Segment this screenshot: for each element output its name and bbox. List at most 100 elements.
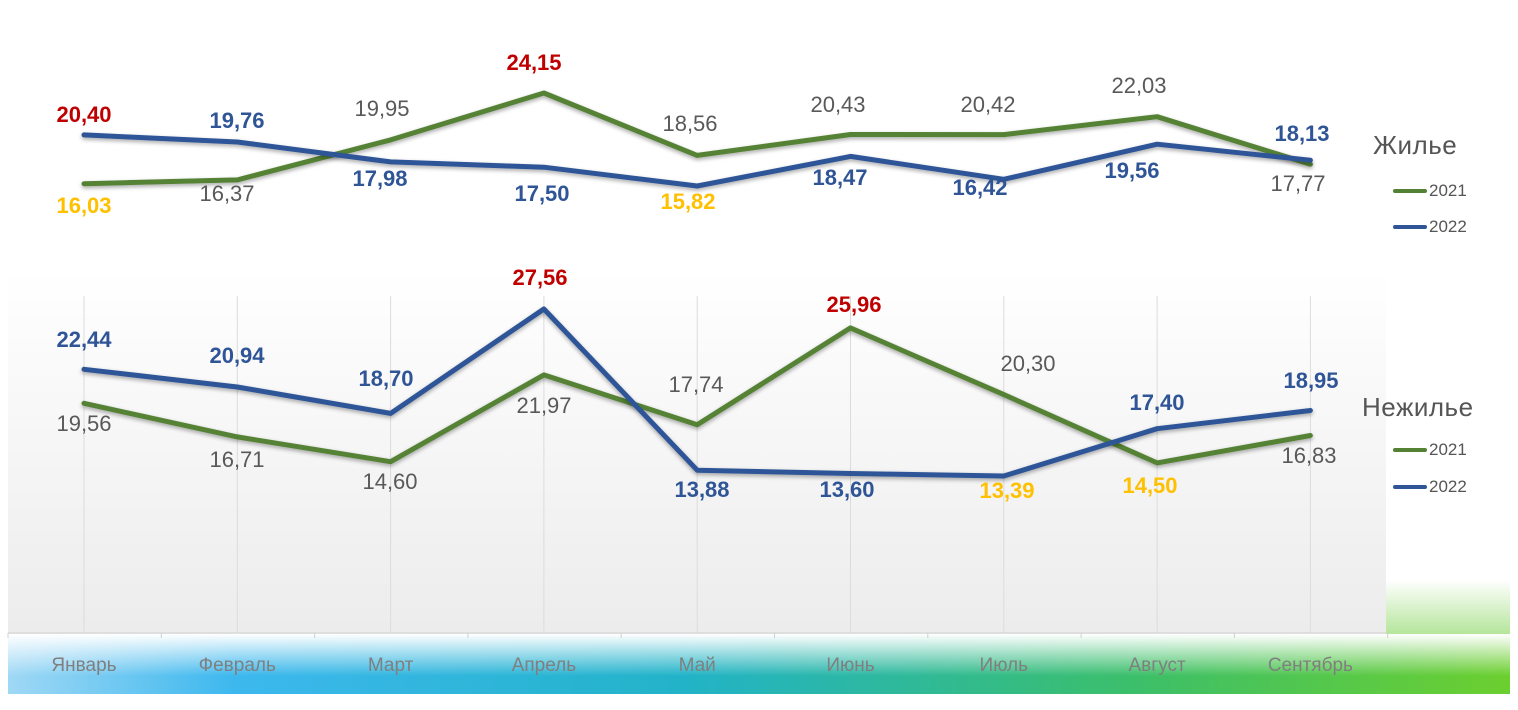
data-point-2021: [388, 459, 393, 464]
data-label-2022: 13,39: [979, 478, 1034, 503]
legend-swatch-2022: [1393, 485, 1427, 489]
data-label-2022: 17,50: [514, 181, 569, 206]
data-point-2021: [82, 401, 86, 406]
x-tick-label: Май: [679, 655, 716, 676]
data-point-2022: [541, 165, 546, 170]
data-point-2021: [1308, 162, 1313, 167]
legend-label-2021: 2021: [1429, 181, 1467, 200]
data-point-2021: [695, 422, 700, 427]
x-tick-label: Июнь: [826, 655, 874, 676]
data-point-2021: [1308, 433, 1313, 438]
data-point-2022: [1155, 426, 1160, 431]
chart-residential: 16,03 16,37 19,95 24,15 18,56 20,43 20,42 22,03…: [56, 50, 1329, 218]
data-label-2021: 14,50: [1122, 473, 1177, 498]
data-point-2021: [235, 177, 240, 182]
data-point-2021: [541, 372, 546, 377]
legend-swatch-2021: [1393, 448, 1427, 452]
x-axis-labels: Январь Февраль Март Апрель Май Июнь Июль Август…: [51, 655, 1353, 676]
chart-non-residential: 19,56 16,71 14,60 21,97 17,74 25,96 20,30 14,50…: [56, 265, 1338, 503]
data-point-2022: [82, 132, 86, 137]
data-label-2022: 17,98: [352, 166, 407, 191]
data-label-2021: 20,43: [810, 92, 865, 117]
legend-item-residential-2022: 2022: [1393, 217, 1467, 237]
data-label-2021: 22,03: [1111, 73, 1166, 98]
data-label-2022: 18,47: [812, 165, 867, 190]
data-label-2022: 18,70: [358, 366, 413, 391]
data-point-2021: [235, 434, 240, 439]
data-label-2022: 19,56: [1104, 158, 1159, 183]
legend-item-non-residential-2021: 2021: [1393, 440, 1467, 460]
data-label-2021: 18,56: [662, 111, 717, 136]
x-tick-label: Июль: [980, 655, 1029, 676]
data-point-2022: [1308, 408, 1313, 413]
data-label-2021: 16,71: [209, 447, 264, 472]
data-label-2022: 16,42: [952, 175, 1007, 200]
data-point-2021: [82, 181, 86, 186]
data-point-2021: [1001, 392, 1006, 397]
data-label-2022: 17,40: [1129, 390, 1184, 415]
data-label-2022: 20,94: [209, 343, 265, 368]
data-point-2021: [1001, 132, 1006, 137]
x-tick-label: Февраль: [199, 655, 276, 676]
axis-gradient-fade: [8, 634, 1510, 694]
x-tick-label: Август: [1129, 655, 1186, 676]
data-label-2021: 16,03: [56, 193, 111, 218]
legend-label-2022: 2022: [1429, 217, 1467, 236]
vertical-gridlines: [83, 296, 1311, 633]
data-label-2021: 21,97: [516, 393, 571, 418]
data-label-2022: 18,13: [1274, 121, 1329, 146]
data-point-2022: [1001, 474, 1006, 478]
data-label-2022: 15,82: [660, 189, 715, 214]
data-point-2021: [1155, 460, 1160, 465]
x-tick-label: Январь: [51, 655, 116, 676]
data-label-2021: 19,95: [354, 96, 409, 121]
legend-swatch-2022: [1393, 225, 1427, 229]
legend-title-residential: Жилье: [1373, 130, 1458, 160]
data-point-2021: [695, 153, 700, 158]
legend-label-2021: 2021: [1429, 440, 1467, 459]
data-point-2021: [1155, 114, 1160, 119]
data-label-2021: 20,42: [960, 92, 1015, 117]
data-point-2022: [695, 184, 700, 188]
x-tick-label: Март: [368, 655, 414, 676]
data-label-2021: 19,56: [56, 411, 111, 436]
data-label-2021: 24,15: [506, 50, 561, 75]
data-label-2021: 17,77: [1270, 171, 1325, 196]
data-label-2021: 16,83: [1281, 443, 1336, 468]
data-point-2021: [848, 132, 853, 137]
data-point-2021: [388, 137, 393, 142]
data-point-2022: [1155, 142, 1160, 147]
data-point-2022: [541, 307, 546, 311]
data-label-2021: 25,96: [826, 292, 881, 317]
data-point-2022: [82, 367, 86, 372]
data-label-2022: 18,95: [1283, 368, 1338, 393]
data-point-2021: [541, 91, 546, 95]
data-point-2022: [388, 411, 393, 416]
data-label-2022: 27,56: [512, 265, 567, 290]
data-point-2022: [235, 385, 240, 389]
data-label-2021: 20,30: [1000, 351, 1055, 376]
data-point-2021: [848, 325, 853, 330]
legend-label-2022: 2022: [1429, 477, 1467, 496]
data-point-2022: [235, 140, 240, 144]
data-point-2022: [848, 154, 853, 159]
data-label-2022: 20,40: [56, 102, 111, 127]
data-label-2022: 13,60: [819, 477, 874, 502]
data-point-2022: [1308, 158, 1313, 163]
data-point-2022: [388, 159, 393, 164]
x-tick-label: Сентябрь: [1268, 655, 1353, 676]
data-label-2021: 16,37: [199, 181, 254, 206]
data-point-2022: [695, 468, 700, 473]
data-label-2021: 17,74: [668, 372, 723, 397]
x-tick-label: Апрель: [512, 655, 577, 676]
data-point-2022: [848, 471, 853, 476]
data-point-2022: [1001, 177, 1006, 182]
x-axis-ticks: [7, 633, 1389, 638]
data-label-2021: 14,60: [362, 469, 417, 494]
data-label-2022: 22,44: [56, 327, 112, 352]
legend-swatch-2021: [1393, 189, 1427, 193]
legend-item-residential-2021: 2021: [1393, 181, 1467, 201]
data-label-2022: 13,88: [674, 477, 729, 502]
legend-item-non-residential-2022: 2022: [1393, 477, 1467, 497]
